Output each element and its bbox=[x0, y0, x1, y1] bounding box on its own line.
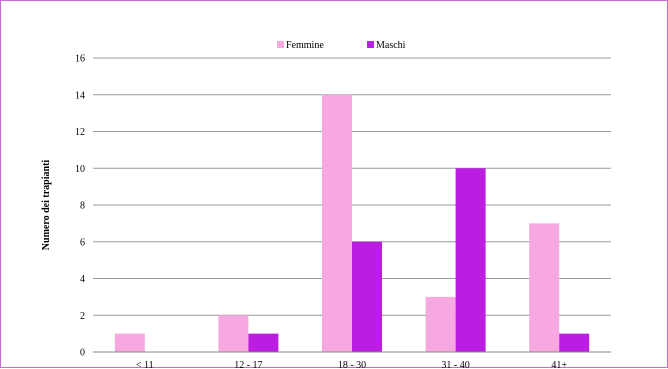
bar-femmine-3 bbox=[425, 296, 456, 352]
legend-swatch-femmine bbox=[277, 41, 284, 48]
bar-maschi-3 bbox=[455, 168, 486, 352]
bar-maschi-2 bbox=[352, 241, 382, 352]
x-tick-label: 41+ bbox=[551, 360, 567, 369]
x-axis-ticks: < 11 12 - 17 18 - 30 31 - 40 41+ bbox=[136, 360, 567, 369]
y-tick-label: 2 bbox=[80, 311, 85, 322]
bars bbox=[114, 94, 590, 352]
bar-femmine-2 bbox=[322, 94, 352, 352]
bar-femmine-0 bbox=[114, 333, 145, 352]
y-tick-label: 4 bbox=[80, 274, 85, 285]
y-axis-label: Numero dei trapianti bbox=[41, 160, 52, 251]
y-tick-label: 10 bbox=[75, 164, 85, 175]
bar-femmine-4 bbox=[529, 223, 560, 352]
y-tick-label: 16 bbox=[75, 54, 85, 65]
y-tick-label: 6 bbox=[80, 237, 85, 248]
legend: Femmine Maschi bbox=[277, 40, 406, 51]
y-axis-ticks: 0 2 4 6 8 10 12 14 16 bbox=[75, 54, 85, 359]
x-tick-label: 18 - 30 bbox=[338, 360, 366, 369]
bar-maschi-1 bbox=[248, 333, 279, 352]
x-tick-label: 31 - 40 bbox=[441, 360, 469, 369]
legend-label-femmine: Femmine bbox=[286, 40, 324, 51]
bar-maschi-4 bbox=[559, 333, 590, 352]
y-tick-label: 8 bbox=[80, 201, 85, 212]
legend-swatch-maschi bbox=[367, 41, 374, 48]
y-tick-label: 12 bbox=[75, 127, 85, 138]
y-tick-label: 0 bbox=[80, 348, 85, 359]
x-tick-label: 12 - 17 bbox=[234, 360, 262, 369]
y-tick-label: 14 bbox=[75, 90, 85, 101]
bar-femmine-1 bbox=[218, 315, 249, 352]
x-tick-label: < 11 bbox=[136, 360, 154, 369]
legend-label-maschi: Maschi bbox=[376, 40, 406, 51]
